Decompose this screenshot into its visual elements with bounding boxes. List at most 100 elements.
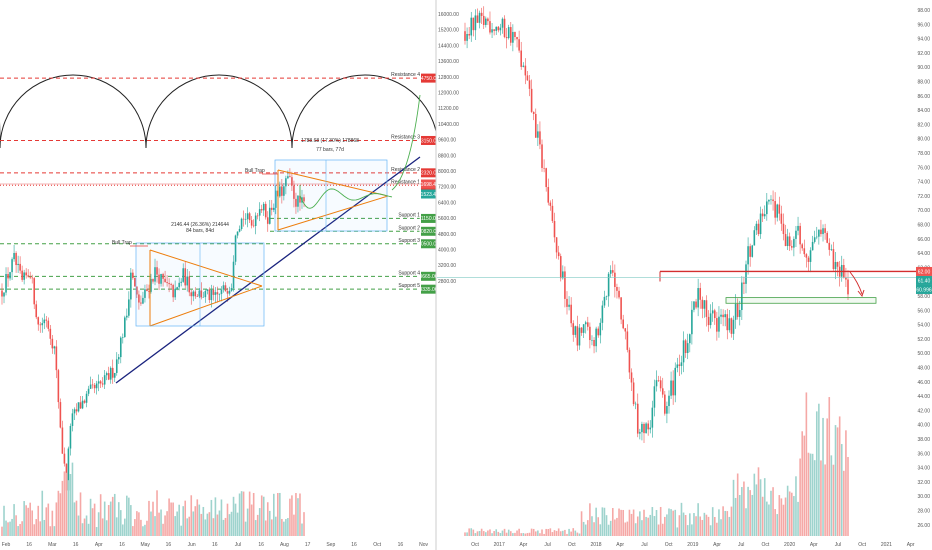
x-tick-label: Oct	[471, 542, 479, 548]
right-y-tick-label: 88.00	[917, 80, 930, 86]
volume-bar	[695, 516, 697, 536]
measure-label: 2146.44 (26.36%) 214644	[171, 222, 229, 228]
right-y-tick-label: 80.00	[917, 137, 930, 143]
volume-bar	[689, 513, 691, 536]
candle-body	[71, 413, 74, 426]
volume-bar	[156, 490, 158, 536]
candle-body	[524, 65, 527, 76]
x-tick-label: 2020	[784, 542, 795, 548]
volume-bar	[83, 518, 86, 536]
level-label: Resistance 4	[391, 72, 420, 78]
x-tick-label: Mar	[48, 542, 57, 548]
volume-bar	[236, 512, 239, 536]
left-y-tick-label: 5600.00	[438, 216, 456, 222]
volume-bar	[71, 462, 74, 536]
volume-bar	[216, 514, 219, 536]
left-chart-panel[interactable]: Feb 16 Mar 16 Apr 16 May 16 Jun 16 Jul 16 Aug 17 Sep 16…	[0, 0, 439, 550]
x-tick-label: 2019	[687, 542, 698, 548]
volume-bar	[31, 510, 33, 536]
candle-body	[512, 31, 514, 43]
candle-body	[805, 254, 808, 258]
candle-body	[75, 409, 78, 412]
volume-bar	[526, 533, 529, 536]
right-y-tick-label: 64.00	[917, 251, 930, 257]
candle-body	[196, 296, 199, 297]
volume-bar	[815, 411, 818, 536]
candle-body	[150, 278, 152, 292]
current-price-label: 61.40	[918, 278, 931, 284]
volume-bar	[680, 502, 683, 536]
volume-bar	[797, 501, 799, 536]
volume-bar	[487, 530, 489, 536]
left-y-tick-label: 7200.00	[438, 185, 456, 191]
volume-bar	[478, 531, 481, 536]
volume-bar	[49, 526, 52, 536]
candle-body	[580, 327, 583, 333]
price-tag-label: 11150.00	[418, 216, 438, 222]
candle-body	[61, 427, 64, 454]
volume-bar	[589, 503, 591, 536]
right-chart-panel[interactable]: 16000.00 15200.00 14400.00 13600.00 12800.00…	[435, 0, 932, 550]
price-tag	[421, 284, 436, 294]
volume-bar	[192, 511, 195, 536]
candle-body	[216, 292, 219, 295]
volume-bar	[616, 517, 618, 536]
x-tick-label: Jul	[738, 542, 744, 548]
volume-bar	[107, 505, 110, 536]
volume-bar	[811, 453, 814, 536]
volume-bar	[472, 529, 475, 536]
candle-body	[83, 400, 86, 403]
volume-bar	[188, 516, 191, 536]
candle-body	[614, 272, 616, 287]
volume-bar	[530, 528, 533, 536]
right-panel-background	[436, 0, 932, 550]
volume-bar	[103, 501, 106, 536]
candle-body	[670, 380, 672, 396]
volume-bar	[491, 533, 493, 536]
candle-body	[655, 380, 658, 387]
candle-body	[647, 423, 649, 430]
candle-body	[474, 15, 477, 31]
projection-curve	[391, 94, 421, 191]
volume-bar	[91, 508, 94, 536]
volume-bar	[768, 504, 770, 536]
volume-bar	[732, 479, 735, 536]
candle-body	[753, 230, 756, 246]
candle-body	[772, 199, 774, 202]
candle-body	[25, 272, 27, 276]
price-tag	[421, 213, 436, 223]
volume-bar	[705, 514, 708, 536]
candle-body	[695, 301, 697, 308]
volume-bar	[93, 503, 96, 536]
volume-bar	[749, 490, 751, 536]
volume-bar	[524, 533, 527, 536]
candle-body	[17, 263, 19, 266]
volume-bar	[828, 397, 831, 536]
candle-body	[595, 328, 597, 347]
price-tag-label: 12320.00	[418, 171, 439, 177]
candle-body	[666, 406, 668, 414]
candle-body	[728, 318, 731, 331]
candle-body	[701, 299, 704, 309]
candle-body	[275, 190, 277, 208]
candle-body	[128, 299, 130, 316]
volume-bar	[69, 474, 72, 536]
candle-body	[618, 290, 620, 298]
volume-bar	[559, 531, 562, 536]
volume-bar	[196, 499, 199, 536]
volume-bar	[268, 510, 271, 536]
triangle-edge	[149, 285, 263, 327]
right-y-tick-label: 38.00	[917, 437, 930, 443]
triangle-edge	[149, 249, 263, 287]
candle-body	[522, 65, 525, 67]
volume-bar	[275, 516, 277, 536]
candle-body	[576, 326, 579, 346]
volume-bar	[234, 503, 237, 536]
right-y-tick-label: 36.00	[917, 451, 930, 457]
candle-body	[534, 113, 537, 138]
candle-body	[632, 382, 635, 405]
volume-bar	[728, 516, 731, 536]
volume-bar	[699, 516, 702, 536]
right-y-tick-label: 66.00	[917, 237, 930, 243]
